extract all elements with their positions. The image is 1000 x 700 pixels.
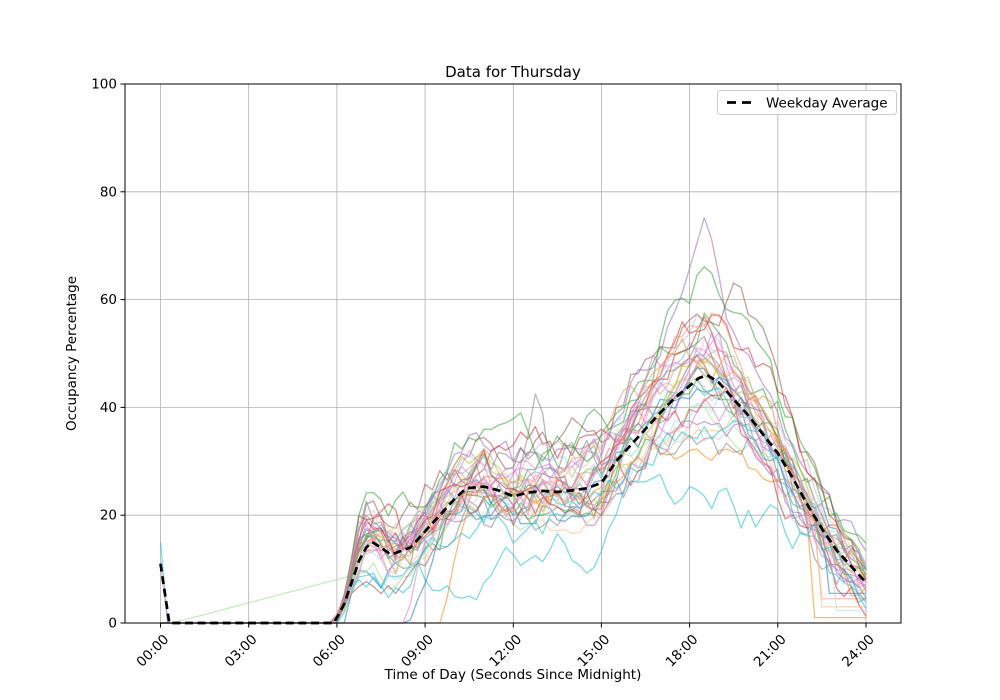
x-tick-label: 06:00 (310, 632, 349, 671)
y-tick-label: 0 (108, 616, 117, 632)
y-tick-label: 100 (91, 77, 117, 93)
x-tick-label: 12:00 (486, 632, 525, 671)
x-tick-label: 15:00 (574, 632, 613, 671)
y-tick-label: 40 (100, 400, 117, 416)
y-tick-label: 20 (100, 508, 117, 524)
grid (125, 84, 901, 623)
average-line-layer (159, 373, 867, 625)
x-tick-label: 00:00 (134, 632, 173, 671)
chart-title: Data for Thursday (445, 63, 581, 81)
legend: Weekday Average (717, 90, 897, 115)
legend-entry-label: Weekday Average (766, 96, 888, 112)
x-tick-label: 18:00 (663, 632, 702, 671)
x-tick-label: 03:00 (222, 632, 261, 671)
x-axis-label: Time of Day (Seconds Since Midnight) (384, 667, 642, 683)
axis-ticks (120, 83, 867, 628)
x-tick-label: 21:00 (751, 632, 790, 671)
x-tick-label: 24:00 (839, 632, 878, 671)
legend-box (717, 90, 897, 115)
x-tick-label: 09:00 (398, 632, 437, 671)
average-line (159, 373, 867, 625)
series-lines (159, 217, 867, 624)
y-axis-label: Occupancy Percentage (64, 276, 80, 431)
y-tick-label: 60 (100, 292, 117, 308)
y-tick-label: 80 (100, 184, 117, 200)
